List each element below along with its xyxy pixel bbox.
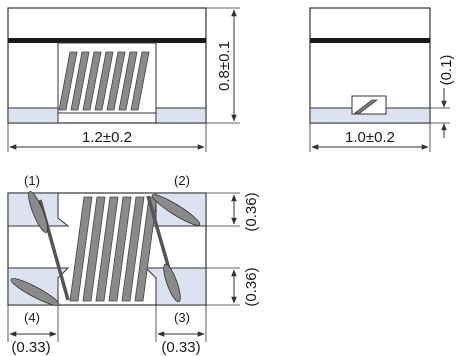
bottom-view: (1) (2) (3) (4) (0.36) (0.36) (0.33) (0.…	[7, 173, 260, 356]
solder-lens-4	[10, 278, 60, 306]
solder-lens-1	[28, 191, 48, 233]
side-view: (0.1) 1.0±0.2	[309, 7, 455, 152]
pad-label-1: (1)	[24, 173, 40, 188]
pad-label-3: (3)	[174, 310, 190, 325]
front-top-band	[8, 38, 206, 43]
solder-lens-2	[151, 194, 201, 226]
front-right-electrode	[155, 107, 207, 124]
side-width-dimension: 1.0±0.2	[345, 129, 395, 146]
pad-label-2: (2)	[174, 173, 190, 188]
pad-width-left-dimension: (0.33)	[11, 339, 50, 356]
front-coil	[58, 51, 150, 111]
front-left-electrode	[7, 107, 59, 124]
solder-lens-3	[163, 263, 181, 303]
pad-label-4: (4)	[24, 310, 40, 325]
pad-height-bottom-dimension: (0.36)	[243, 267, 260, 306]
pad-height-top-dimension: (0.36)	[243, 192, 260, 231]
side-terminal-dimension: (0.1)	[438, 55, 455, 86]
front-length-dimension: 1.2±0.2	[82, 129, 132, 146]
front-height-dimension: 0.8±0.1	[216, 41, 233, 91]
side-coil-wire	[353, 99, 379, 114]
side-top-band	[310, 38, 430, 43]
front-view: 0.8±0.1 1.2±0.2	[7, 7, 240, 152]
pad-width-right-dimension: (0.33)	[161, 339, 200, 356]
bottom-coil	[69, 196, 158, 302]
